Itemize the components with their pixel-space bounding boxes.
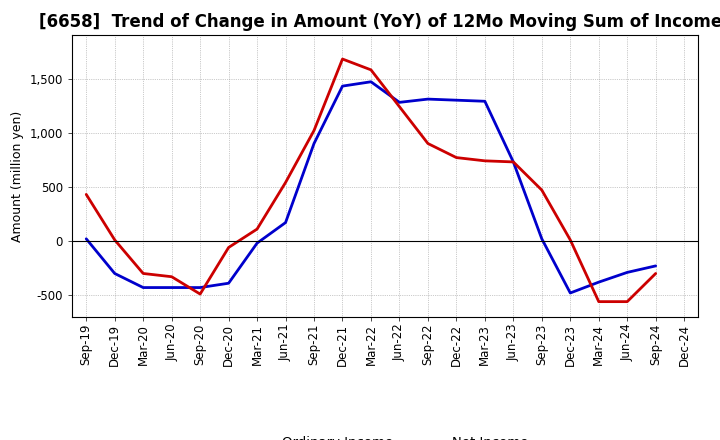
Ordinary Income [566, 290, 575, 296]
Net Income [282, 180, 290, 185]
Ordinary Income [395, 100, 404, 105]
Y-axis label: Amount (million yen): Amount (million yen) [11, 110, 24, 242]
Net Income [338, 56, 347, 62]
Net Income [196, 291, 204, 297]
Net Income [225, 245, 233, 250]
Ordinary Income [196, 285, 204, 290]
Ordinary Income [423, 96, 432, 102]
Net Income [167, 274, 176, 279]
Ordinary Income [82, 236, 91, 242]
Ordinary Income [110, 271, 119, 276]
Net Income [595, 299, 603, 304]
Ordinary Income [225, 281, 233, 286]
Net Income [395, 104, 404, 109]
Ordinary Income [623, 270, 631, 275]
Title: [6658]  Trend of Change in Amount (YoY) of 12Mo Moving Sum of Incomes: [6658] Trend of Change in Amount (YoY) o… [39, 13, 720, 31]
Ordinary Income [509, 159, 518, 165]
Legend: Ordinary Income, Net Income: Ordinary Income, Net Income [237, 430, 534, 440]
Net Income [253, 227, 261, 232]
Net Income [537, 187, 546, 193]
Net Income [566, 237, 575, 242]
Ordinary Income [253, 241, 261, 246]
Ordinary Income [652, 263, 660, 268]
Line: Ordinary Income: Ordinary Income [86, 82, 656, 293]
Net Income [423, 141, 432, 146]
Ordinary Income [480, 99, 489, 104]
Ordinary Income [338, 84, 347, 89]
Net Income [652, 271, 660, 276]
Net Income [82, 192, 91, 197]
Ordinary Income [167, 285, 176, 290]
Net Income [310, 128, 318, 133]
Ordinary Income [595, 279, 603, 285]
Ordinary Income [282, 220, 290, 225]
Net Income [366, 67, 375, 73]
Ordinary Income [452, 98, 461, 103]
Net Income [139, 271, 148, 276]
Net Income [509, 159, 518, 165]
Ordinary Income [310, 141, 318, 146]
Net Income [110, 237, 119, 242]
Net Income [623, 299, 631, 304]
Ordinary Income [139, 285, 148, 290]
Ordinary Income [366, 79, 375, 84]
Net Income [452, 155, 461, 160]
Line: Net Income: Net Income [86, 59, 656, 302]
Net Income [480, 158, 489, 164]
Ordinary Income [537, 236, 546, 242]
